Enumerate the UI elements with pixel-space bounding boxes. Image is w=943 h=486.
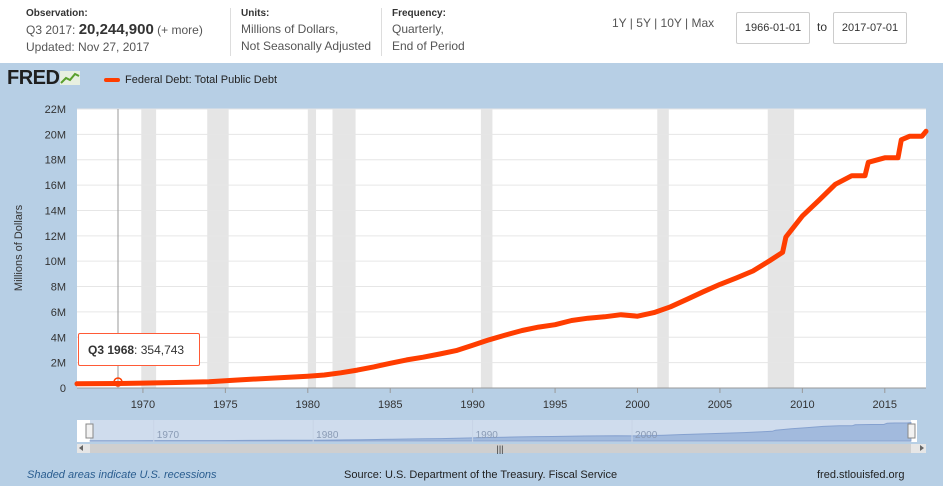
header-divider	[381, 8, 382, 56]
units-block: Units: Millions of Dollars, Not Seasonal…	[241, 8, 371, 55]
recession-band	[332, 109, 356, 388]
y-tick-label: 10M	[45, 256, 66, 268]
units-line-1: Millions of Dollars,	[241, 22, 339, 36]
x-tick-label: 1995	[543, 399, 567, 411]
recession-band	[141, 109, 157, 388]
tooltip-value: : 354,743	[134, 343, 185, 357]
data-tooltip: Q3 1968: 354,743	[78, 333, 200, 366]
units-line-2: Not Seasonally Adjusted	[241, 39, 372, 53]
updated-date: Updated: Nov 27, 2017	[26, 40, 150, 54]
legend: Federal Debt: Total Public Debt	[104, 74, 277, 86]
x-tick-label: 2010	[790, 399, 814, 411]
y-tick-label: 14M	[45, 205, 66, 217]
end-date-input[interactable]: 2017-07-01	[833, 12, 907, 44]
recession-band	[480, 109, 493, 388]
x-tick-label: 1975	[213, 399, 237, 411]
x-tick-label: 1990	[460, 399, 484, 411]
recession-band	[307, 109, 317, 388]
range-5y-button[interactable]: 5Y	[636, 16, 651, 30]
x-tick-label: 2015	[873, 399, 897, 411]
y-tick-label: 2M	[51, 358, 66, 370]
y-tick-label: 6M	[51, 307, 66, 319]
header-bar: Observation: Q3 2017: 20,244,900 (+ more…	[0, 0, 943, 63]
x-tick-label: 2000	[625, 399, 649, 411]
range-1y-button[interactable]: 1Y	[612, 16, 627, 30]
source-note: Source: U.S. Department of the Treasury.…	[344, 469, 618, 481]
observation-label: Observation:	[26, 8, 88, 19]
y-tick-label: 4M	[51, 332, 66, 344]
recession-band	[657, 109, 669, 388]
x-tick-label: 1980	[296, 399, 320, 411]
scrollbar-grip-icon: |||	[496, 444, 503, 454]
series-line[interactable]	[74, 128, 929, 387]
observation-more-link[interactable]: (+ more)	[157, 23, 203, 37]
observation-block: Observation: Q3 2017: 20,244,900 (+ more…	[26, 8, 203, 56]
y-axis-label: Millions of Dollars	[13, 204, 25, 291]
tooltip-period: Q3 1968	[88, 343, 135, 357]
date-to-label: to	[817, 20, 828, 34]
fred-logo-graph-icon	[60, 71, 81, 85]
observation-period: Q3 2017:	[26, 23, 76, 37]
x-tick-label: 1985	[378, 399, 402, 411]
range-selector: 1Y | 5Y | 10Y | Max	[612, 16, 715, 30]
navigator-label: 1980	[316, 430, 339, 441]
observation-value: 20,244,900	[78, 21, 154, 38]
range-max-button[interactable]: Max	[691, 16, 715, 30]
y-tick-label: 20M	[45, 129, 66, 141]
frequency-label: Frequency:	[392, 8, 446, 19]
start-date-input[interactable]: 1966-01-01	[736, 12, 810, 44]
scroll-right-arrow-icon[interactable]	[920, 445, 924, 451]
scrollbar-thumb[interactable]	[90, 444, 911, 453]
header-divider	[230, 8, 231, 56]
recession-band	[207, 109, 229, 388]
plot-area	[77, 109, 926, 388]
units-label: Units:	[241, 8, 270, 19]
x-tick-label: 1970	[131, 399, 155, 411]
navigator-label: 1990	[476, 430, 499, 441]
navigator-right-handle[interactable]	[907, 423, 916, 439]
y-tick-label: 0	[60, 383, 66, 395]
navigator-label: 2000	[635, 430, 658, 441]
recession-note: Shaded areas indicate U.S. recessions	[27, 469, 217, 481]
navigator-left-handle[interactable]	[85, 423, 94, 439]
frequency-block: Frequency: Quarterly, End of Period	[392, 8, 465, 55]
scroll-left-arrow-icon[interactable]	[79, 445, 83, 451]
site-link[interactable]: fred.stlouisfed.org	[817, 469, 905, 481]
frequency-line-1: Quarterly,	[392, 22, 444, 36]
hover-marker	[113, 377, 123, 387]
fred-logo[interactable]: FRED	[7, 67, 81, 90]
y-tick-label: 18M	[45, 155, 66, 167]
y-tick-label: 22M	[45, 104, 66, 116]
frequency-line-2: End of Period	[392, 39, 465, 53]
legend-label: Federal Debt: Total Public Debt	[125, 74, 278, 86]
navigator-label: 1970	[157, 430, 180, 441]
y-tick-label: 12M	[45, 231, 66, 243]
fred-logo-text: FRED	[7, 67, 60, 89]
range-10y-button[interactable]: 10Y	[660, 16, 682, 30]
x-tick-label: 2005	[708, 399, 732, 411]
y-tick-label: 8M	[51, 282, 66, 294]
y-tick-label: 16M	[45, 180, 66, 192]
legend-swatch	[104, 78, 120, 83]
